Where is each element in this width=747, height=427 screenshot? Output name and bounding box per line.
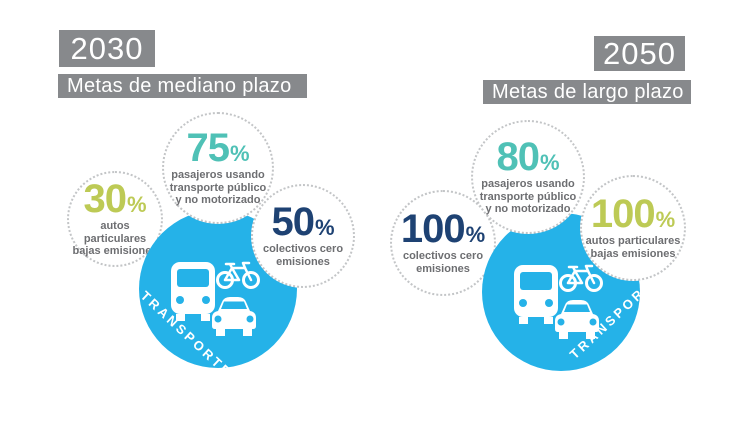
car-icon xyxy=(212,297,256,336)
percent-sign: % xyxy=(126,191,147,217)
percent-sign: % xyxy=(314,215,335,241)
stat-number: 100 xyxy=(400,207,466,252)
car-icon xyxy=(555,300,599,339)
stat-value: 75% xyxy=(186,125,250,170)
percent-sign: % xyxy=(655,207,676,233)
bus-icon xyxy=(171,262,215,321)
bubble-pasajeros-2030: 75% pasajeros usando transporte público … xyxy=(162,112,274,224)
stat-label: pasajeros usando transporte público y no… xyxy=(479,177,577,216)
stat-value: 30% xyxy=(83,176,147,221)
bubble-colectivos-2030: 50% colectivos cero emisiones xyxy=(251,184,355,288)
bicycle-icon xyxy=(559,264,603,292)
transport-icons xyxy=(171,261,260,336)
stat-number: 30 xyxy=(83,176,126,221)
bubble-pasajeros-2050: 80% pasajeros usando transporte público … xyxy=(471,120,585,234)
bubble-autos-particulares-2030: 30% autos particulares bajas emisiones xyxy=(67,171,163,267)
percent-sign: % xyxy=(539,149,560,175)
stat-label: autos particulares bajas emisiones xyxy=(585,235,681,260)
bubble-autos-particulares-2050: 100% autos particulares bajas emisiones xyxy=(580,175,686,281)
stat-label: colectivos cero emisiones xyxy=(262,243,344,268)
stat-number: 50 xyxy=(271,200,314,245)
bubble-colectivos-2050: 100% colectivos cero emisiones xyxy=(390,190,496,296)
year-badge-2030: 2030 xyxy=(59,30,155,67)
bicycle-icon xyxy=(216,261,260,289)
percent-sign: % xyxy=(465,222,486,248)
stat-number: 80 xyxy=(496,134,539,179)
transport-icons xyxy=(514,264,603,339)
percent-sign: % xyxy=(229,140,250,166)
stat-value: 50% xyxy=(271,200,335,245)
stat-label: colectivos cero emisiones xyxy=(402,250,484,275)
stat-number: 75 xyxy=(186,125,229,170)
bus-icon xyxy=(514,265,558,324)
subtitle-long-term: Metas de largo plazo xyxy=(483,80,691,104)
stat-number: 100 xyxy=(590,192,656,237)
year-badge-2050: 2050 xyxy=(594,36,685,71)
subtitle-medium-term: Metas de mediano plazo xyxy=(58,74,307,98)
stat-value: 100% xyxy=(400,207,486,252)
stat-label: autos particulares bajas emisiones xyxy=(72,219,158,258)
stat-value: 80% xyxy=(496,134,560,179)
stat-value: 100% xyxy=(590,192,676,237)
stat-label: pasajeros usando transporte público y no… xyxy=(169,168,267,207)
